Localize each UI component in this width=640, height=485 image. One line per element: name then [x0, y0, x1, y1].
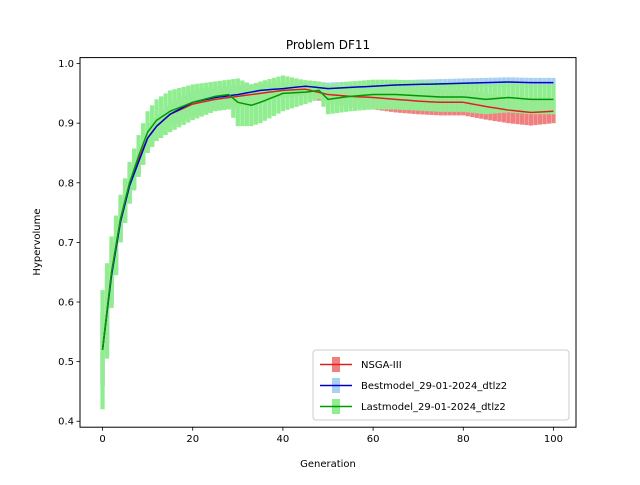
lines-layer — [101, 81, 554, 350]
y-axis-ticks: 0.4 0.5 0.6 0.7 0.8 0.9 1.0 — [58, 59, 80, 428]
legend-label: Lastmodel_29-01-2024_dtlz2 — [361, 402, 506, 413]
legend-label: Bestmodel_29-01-2024_dtlz2 — [361, 381, 507, 392]
y-tick-label: 0.6 — [58, 298, 74, 309]
band-bar — [100, 290, 105, 410]
x-tick-label: 20 — [186, 434, 199, 445]
y-tick-label: 0.8 — [58, 178, 74, 189]
x-tick-label: 80 — [457, 434, 470, 445]
legend-entry-nsga-iii: NSGA-III — [320, 357, 402, 372]
y-tick-label: 0.4 — [58, 417, 74, 428]
y-axis-label: Hypervolume — [32, 208, 43, 275]
x-tick-label: 40 — [277, 434, 290, 445]
x-tick-label: 100 — [544, 434, 563, 445]
y-tick-label: 0.7 — [58, 238, 74, 249]
x-tick-label: 0 — [99, 434, 105, 445]
legend-label: NSGA-III — [361, 360, 402, 371]
chart-title: Problem DF11 — [286, 38, 370, 52]
x-axis-label: Generation — [300, 459, 356, 470]
y-tick-label: 1.0 — [58, 59, 74, 70]
x-axis-ticks: 0 20 40 60 80 100 — [99, 427, 563, 445]
series-line-lastmodel-29-01-2024-dtlz2 — [101, 89, 554, 350]
x-tick-label: 60 — [367, 434, 380, 445]
legend-entry-bestmodel: Bestmodel_29-01-2024_dtlz2 — [320, 378, 507, 393]
legend-box — [312, 349, 570, 421]
series-line-bestmodel-29-01-2024-dtlz2 — [101, 81, 554, 350]
legend: NSGA-III Bestmodel_29-01-2024_dtlz2 Last… — [312, 349, 570, 421]
y-tick-label: 0.9 — [58, 119, 74, 130]
legend-entry-lastmodel: Lastmodel_29-01-2024_dtlz2 — [320, 399, 506, 414]
y-tick-label: 0.5 — [58, 357, 74, 368]
